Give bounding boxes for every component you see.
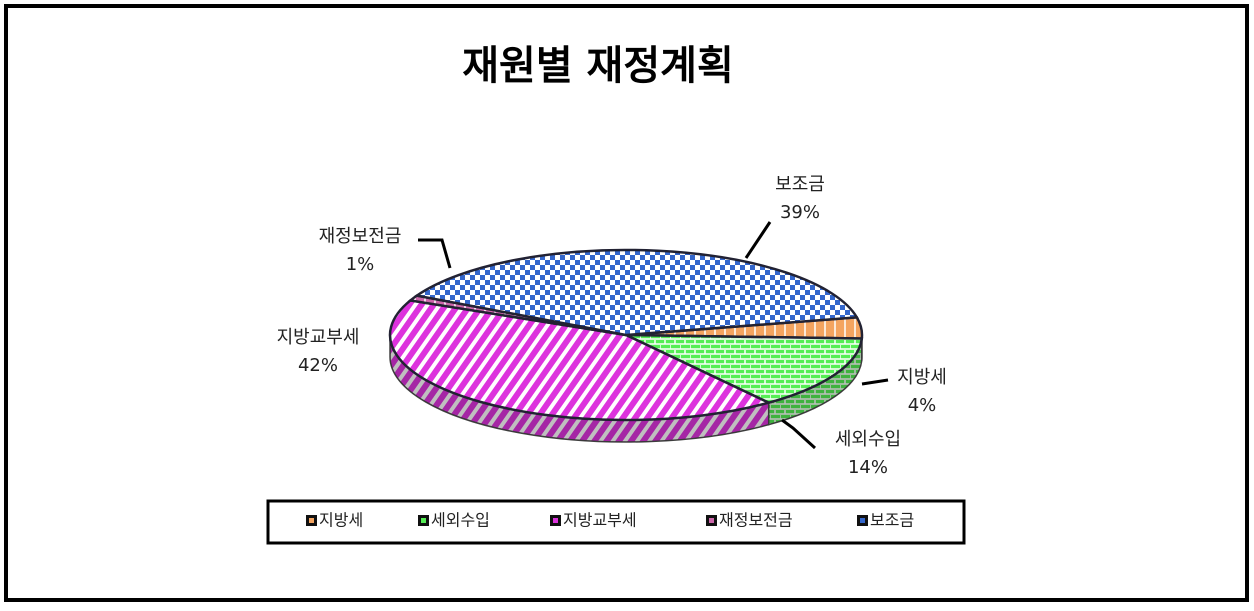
legend-swatch-inner [309,518,314,523]
data-value-label: 4% [908,395,937,416]
chart-title: 재원별 재정계획 [462,43,734,89]
legend-swatch-inner [860,518,865,523]
legend-label: 지방교부세 [563,511,637,530]
data-value-label: 42% [298,355,338,376]
data-value-label: 39% [780,202,820,223]
legend-label: 지방세 [319,511,363,530]
legend-label: 보조금 [870,511,914,530]
data-label: 세외수입 [835,429,901,450]
data-label: 재정보전금 [319,226,402,247]
data-label: 지방세 [897,367,947,388]
legend-swatch-inner [553,518,558,523]
legend-label: 재정보전금 [719,511,793,530]
legend-swatch-inner [709,518,714,523]
legend-swatch-inner [421,518,426,523]
data-label: 보조금 [775,174,825,195]
data-value-label: 1% [346,254,375,275]
legend-label: 세외수입 [431,511,490,530]
data-label: 지방교부세 [277,327,360,348]
data-value-label: 14% [848,457,888,478]
